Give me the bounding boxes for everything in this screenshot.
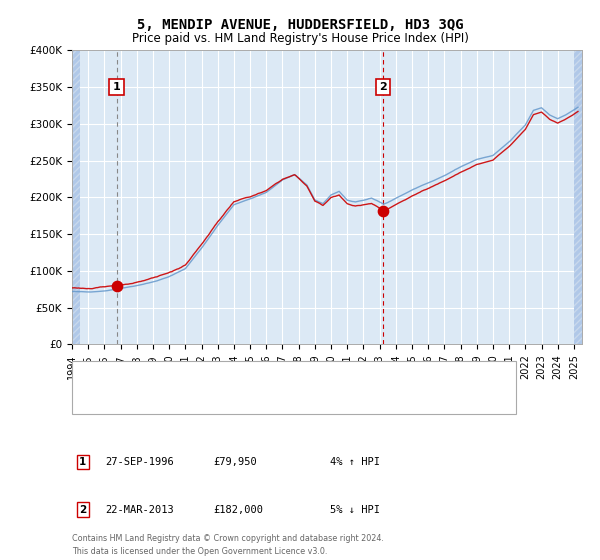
Text: 5% ↓ HPI: 5% ↓ HPI bbox=[330, 505, 380, 515]
Point bbox=[112, 281, 121, 290]
Bar bbox=[72, 50, 80, 344]
Text: HPI: Average price, detached house, Kirklees: HPI: Average price, detached house, Kirk… bbox=[121, 391, 335, 400]
Text: 5, MENDIP AVENUE, HUDDERSFIELD, HD3 3QG (detached house): 5, MENDIP AVENUE, HUDDERSFIELD, HD3 3QG … bbox=[121, 372, 427, 381]
Text: 1: 1 bbox=[79, 457, 86, 467]
Text: £79,950: £79,950 bbox=[213, 457, 257, 467]
Text: 2: 2 bbox=[79, 505, 86, 515]
Text: 22-MAR-2013: 22-MAR-2013 bbox=[105, 505, 174, 515]
Text: Contains HM Land Registry data © Crown copyright and database right 2024.
This d: Contains HM Land Registry data © Crown c… bbox=[72, 534, 384, 556]
Text: 1: 1 bbox=[113, 82, 121, 92]
Bar bbox=[72, 50, 80, 344]
Bar bbox=[574, 50, 582, 344]
Text: £182,000: £182,000 bbox=[213, 505, 263, 515]
Text: 2: 2 bbox=[379, 82, 387, 92]
Text: 5, MENDIP AVENUE, HUDDERSFIELD, HD3 3QG: 5, MENDIP AVENUE, HUDDERSFIELD, HD3 3QG bbox=[137, 18, 463, 32]
Bar bbox=[574, 50, 582, 344]
Text: 4% ↑ HPI: 4% ↑ HPI bbox=[330, 457, 380, 467]
Point bbox=[379, 206, 388, 215]
Text: Price paid vs. HM Land Registry's House Price Index (HPI): Price paid vs. HM Land Registry's House … bbox=[131, 32, 469, 45]
Text: 27-SEP-1996: 27-SEP-1996 bbox=[105, 457, 174, 467]
